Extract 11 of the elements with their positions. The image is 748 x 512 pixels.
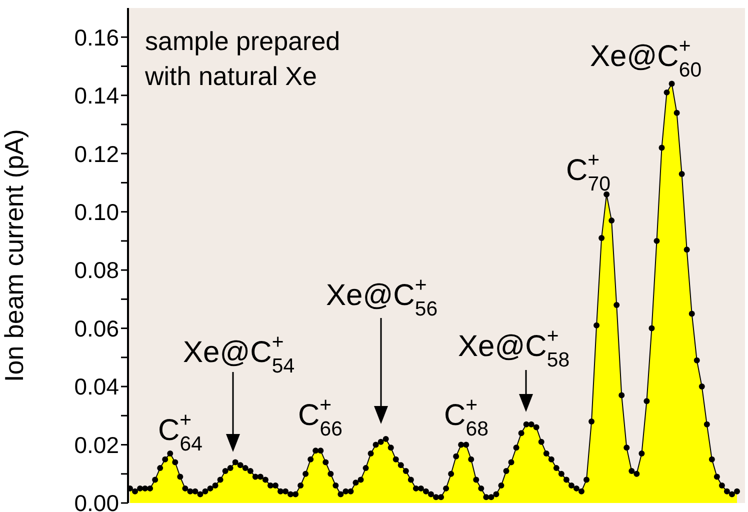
y-tick-label: 0.16 xyxy=(74,24,119,50)
y-tick-label: 0.08 xyxy=(74,257,119,284)
y-tick-label: 0.04 xyxy=(74,374,120,400)
y-tick-label: 0.02 xyxy=(74,432,119,458)
y-tick-label: 0.12 xyxy=(74,140,119,167)
y-tick-label: 0.00 xyxy=(74,490,119,512)
y-tick-label: 0.14 xyxy=(74,82,120,109)
y-axis-title: Ion beam current (pA) xyxy=(0,129,30,382)
annotation: sample prepared with natural Xe xyxy=(144,26,340,92)
y-tick-label: 0.06 xyxy=(74,315,119,342)
y-tick-label: 0.10 xyxy=(74,198,119,225)
